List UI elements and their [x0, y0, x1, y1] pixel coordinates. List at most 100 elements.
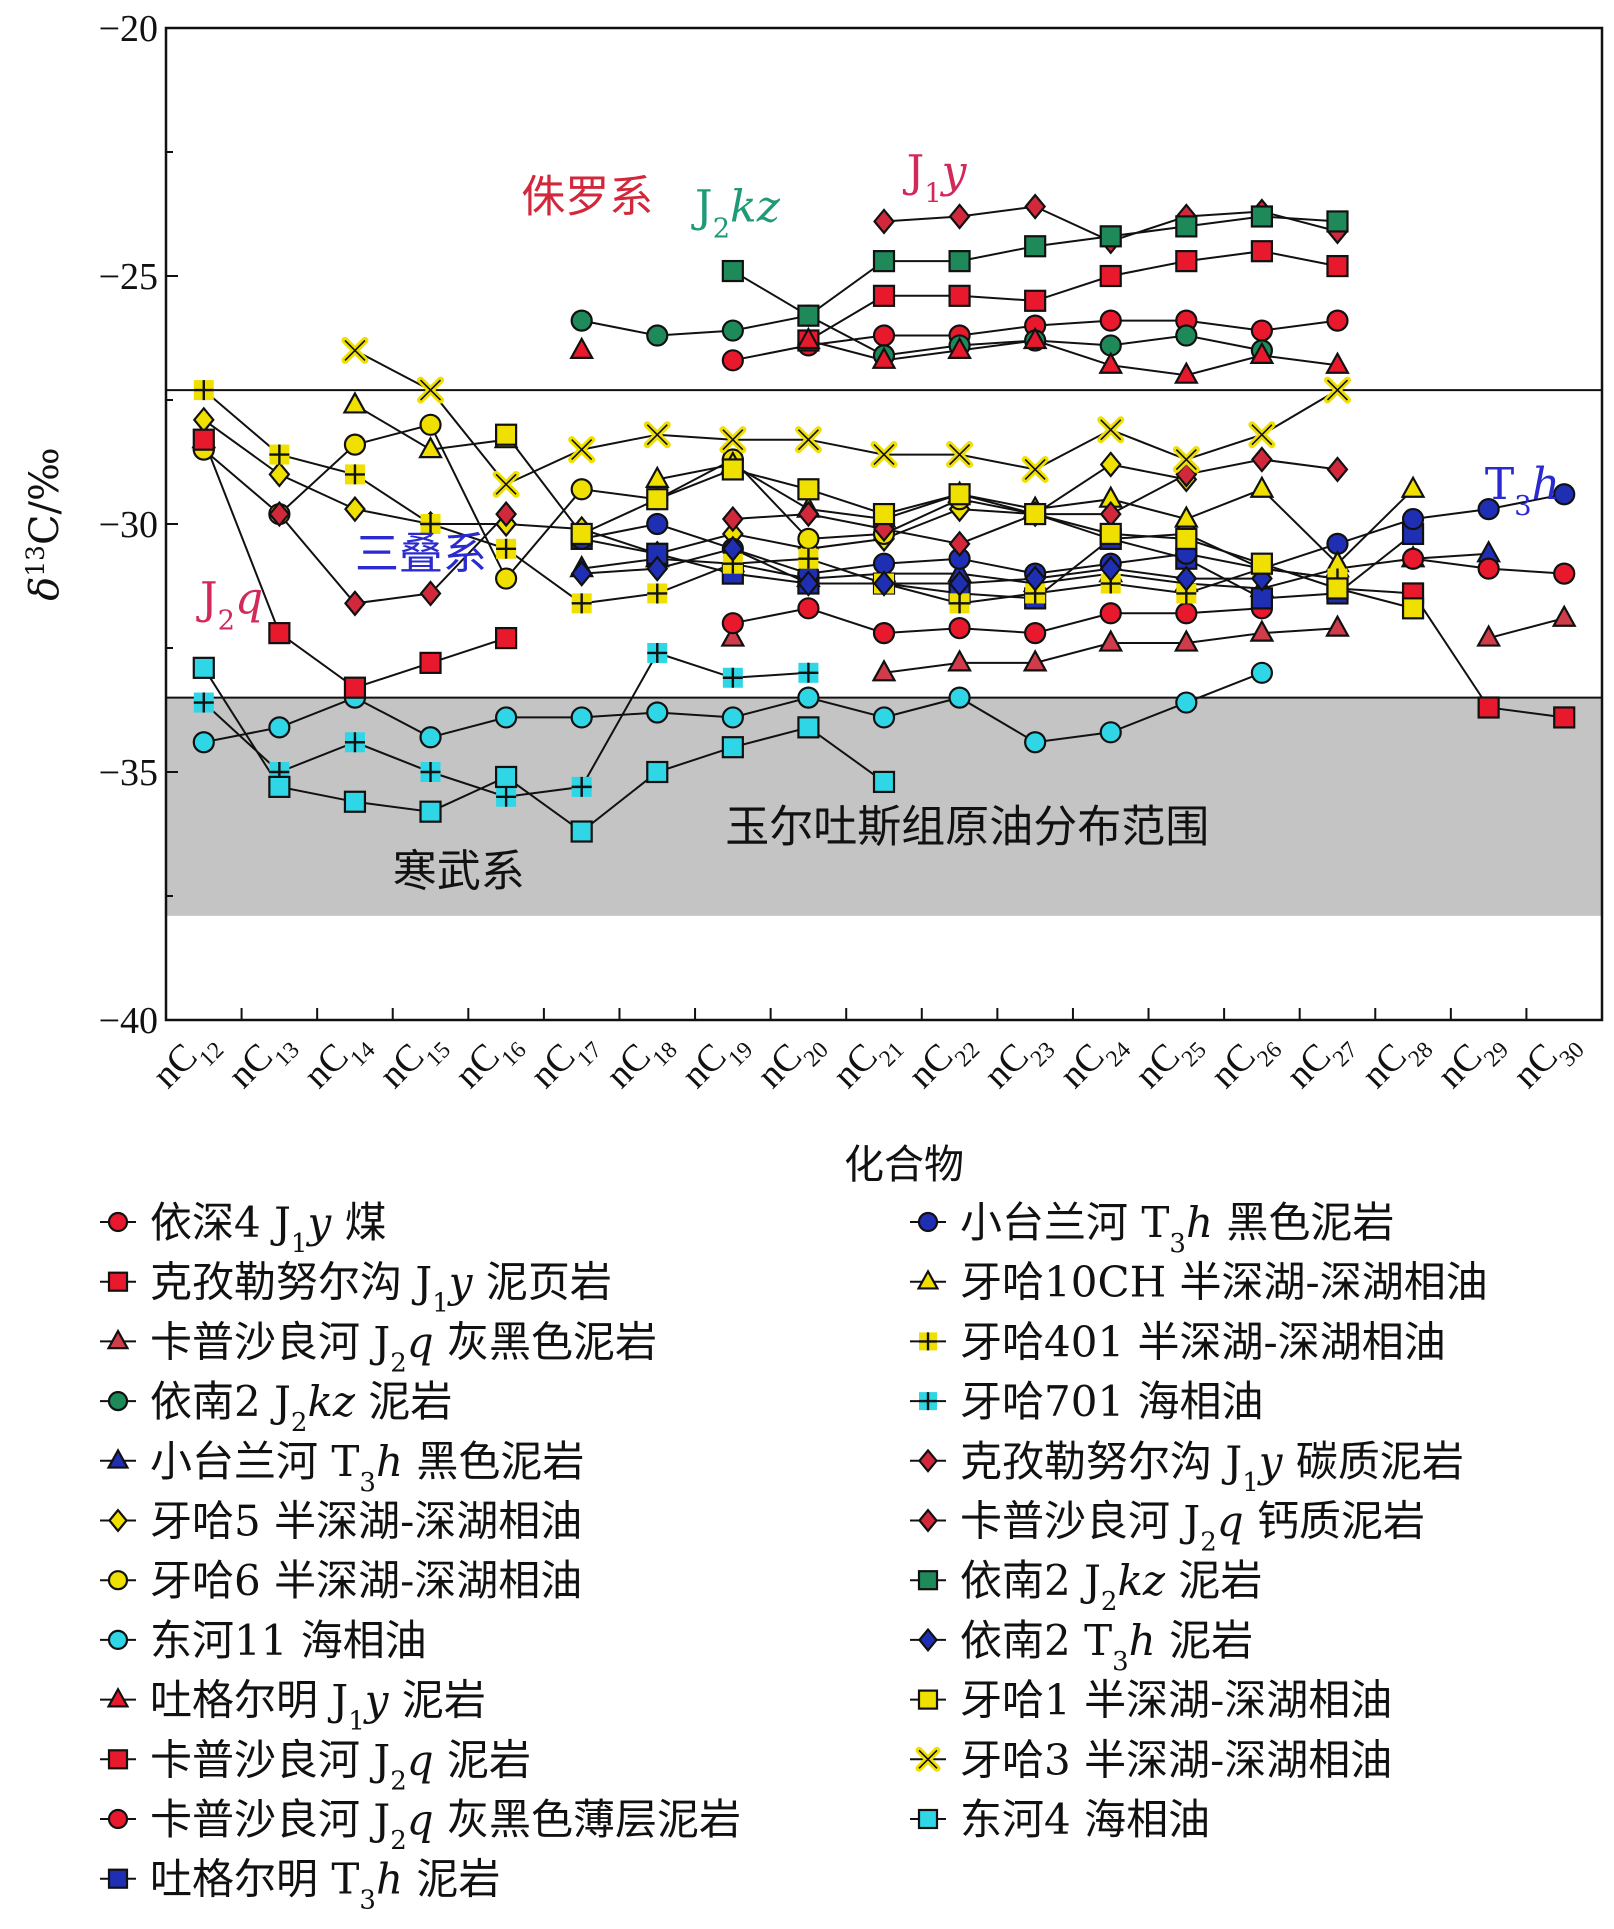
y-axis-title: δ13C/‰: [21, 447, 69, 600]
legend-item: 吐格尔明 T3h 泥岩: [100, 1855, 500, 1916]
chart-annotation: 三叠系: [355, 529, 487, 580]
x-tick-label: nC17: [522, 1019, 607, 1104]
data-point: [797, 500, 820, 528]
data-point: [1097, 416, 1125, 444]
data-point: [872, 250, 896, 273]
data-point: [1553, 562, 1576, 585]
data-point: [1400, 475, 1426, 498]
legend-item: 牙哈701 海相油: [910, 1377, 1264, 1426]
series-11: [732, 557, 1565, 635]
series-3: [883, 617, 1565, 674]
data-point: [948, 686, 971, 709]
data-point: [720, 624, 746, 647]
x-tick-label: nC27: [1278, 1019, 1363, 1104]
legend-label: 卡普沙良河 J2q 钙质泥岩: [960, 1497, 1425, 1558]
series-points-6: [192, 406, 1198, 567]
data-point: [1099, 602, 1122, 625]
data-point: [343, 433, 367, 456]
series-line: [354, 349, 1339, 486]
data-point: [570, 478, 593, 501]
legend-marker: [917, 1570, 939, 1591]
data-point: [646, 324, 669, 347]
series-9: [808, 339, 1338, 377]
data-point: [870, 441, 898, 469]
data-point: [344, 590, 366, 617]
data-point: [947, 649, 972, 672]
series-points-11: [721, 547, 1576, 645]
data-point: [1024, 565, 1047, 592]
legend-item: 牙哈401 半深湖-深湖相油: [910, 1317, 1446, 1366]
data-point: [495, 706, 518, 729]
legend-item: 牙哈6 半深湖-深湖相油: [100, 1556, 582, 1605]
x-tick-label: nC14: [296, 1019, 381, 1104]
data-point: [1175, 602, 1198, 625]
x-tick-label: nC21: [825, 1019, 910, 1104]
data-point: [419, 413, 442, 436]
legend-item: 依深4 J1y 煤: [100, 1198, 387, 1259]
data-point: [495, 423, 518, 446]
data-point: [495, 626, 518, 650]
legend-label: 牙哈1 半深湖-深湖相油: [960, 1676, 1392, 1725]
data-point: [417, 376, 445, 404]
legend-item: 东河4 海相油: [910, 1795, 1210, 1844]
data-point: [1401, 547, 1425, 570]
data-point: [1326, 577, 1349, 600]
chart-annotation: 寒武系: [393, 846, 525, 897]
data-point: [721, 458, 744, 481]
data-point: [1099, 451, 1122, 478]
series-line: [203, 418, 1187, 555]
data-point: [1024, 622, 1047, 645]
data-point: [948, 530, 971, 558]
legend-label: 依南2 J2kz 泥岩: [150, 1377, 452, 1438]
data-point: [1476, 624, 1501, 647]
data-point: [492, 470, 520, 498]
series-23: [202, 667, 885, 833]
data-point: [721, 349, 744, 372]
legend-item: 牙哈10CH 半深湖-深湖相油: [910, 1258, 1488, 1307]
data-point: [872, 324, 896, 347]
data-point: [947, 336, 972, 359]
series-line: [581, 314, 1263, 357]
data-point: [948, 250, 971, 273]
data-point: [1099, 309, 1122, 332]
data-point: [1326, 456, 1349, 483]
legend-label: 依南2 T3h 泥岩: [960, 1616, 1253, 1677]
series-6: [203, 418, 1187, 555]
legend-label: 牙哈3 半深湖-深湖相油: [960, 1735, 1392, 1784]
legend-label: 牙哈5 半深湖-深湖相油: [150, 1497, 582, 1546]
data-point: [1022, 649, 1048, 672]
series-line: [581, 533, 1414, 600]
legend-item: 卡普沙良河 J2q 钙质泥岩: [910, 1497, 1425, 1558]
data-point: [871, 659, 897, 682]
x-tick-label: nC28: [1354, 1019, 1439, 1104]
data-point: [496, 538, 517, 559]
data-point: [1249, 475, 1275, 498]
data-point: [192, 428, 215, 451]
data-point: [948, 617, 971, 640]
chart-annotation: J2kz: [691, 181, 781, 244]
data-point: [872, 622, 896, 645]
data-point: [721, 535, 744, 563]
data-point: [1175, 691, 1198, 714]
legend-marker: [916, 1269, 940, 1290]
data-point: [344, 732, 365, 753]
chart-annotation: J2q: [196, 573, 263, 636]
legend-item: 牙哈5 半深湖-深湖相油: [100, 1497, 582, 1546]
data-point: [721, 706, 744, 729]
legend-marker: [106, 1448, 130, 1469]
data-point: [1024, 289, 1047, 312]
legend-marker: [107, 1868, 129, 1889]
legend-label: 小台兰河 T3h 黑色泥岩: [150, 1437, 584, 1498]
series-points-2: [797, 240, 1349, 352]
legend-item: 卡普沙良河 J2q 灰黑色薄层泥岩: [100, 1795, 741, 1856]
data-point: [797, 716, 820, 739]
legend-label: 牙哈10CH 半深湖-深湖相油: [960, 1258, 1488, 1307]
data-point: [1175, 324, 1198, 347]
data-point: [797, 304, 820, 327]
data-point: [1099, 555, 1122, 582]
data-point: [1173, 629, 1199, 652]
data-point: [1250, 552, 1273, 575]
data-point: [873, 208, 895, 235]
data-point: [344, 495, 366, 523]
series-points-8: [192, 661, 1273, 754]
